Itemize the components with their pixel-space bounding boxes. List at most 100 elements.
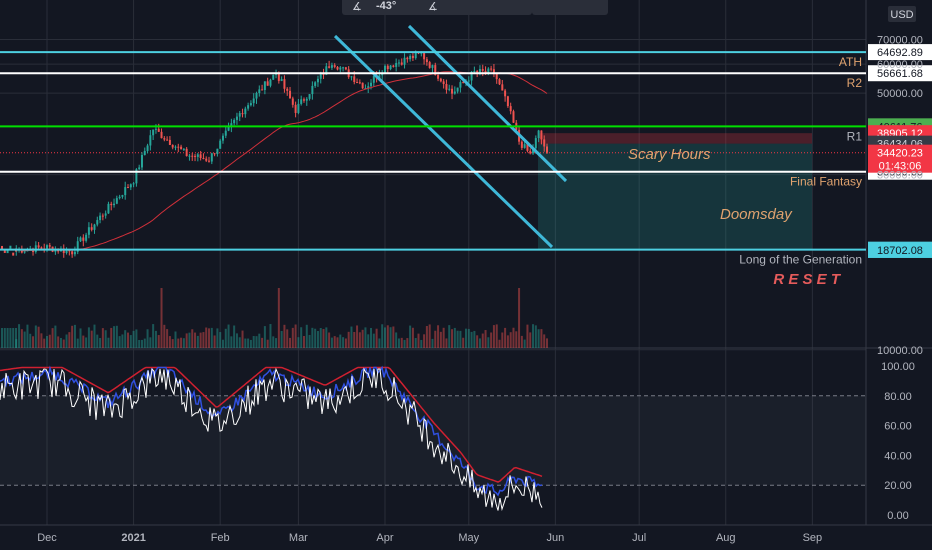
- volume-bar: [445, 338, 448, 348]
- candle-body: [512, 111, 515, 123]
- candle-body: [37, 245, 40, 248]
- volume-bar: [244, 338, 247, 348]
- candle-body: [48, 245, 51, 247]
- volume-bar: [325, 327, 328, 348]
- candle-body: [132, 183, 135, 185]
- candle-body: [492, 69, 495, 73]
- volume-bar: [12, 328, 15, 348]
- candle-body: [138, 167, 141, 170]
- candle-body: [93, 224, 96, 230]
- volume-bar: [205, 327, 208, 348]
- candle-body: [459, 82, 462, 88]
- volume-bar: [157, 335, 160, 348]
- candle-body: [434, 65, 437, 76]
- volume-bar: [512, 327, 515, 348]
- volume-bar: [518, 288, 521, 348]
- volume-bar: [277, 288, 280, 348]
- last-price-badge-price: 34420.23: [877, 148, 923, 160]
- candle-body: [194, 155, 197, 157]
- ath-badge: [868, 44, 932, 61]
- rsi-signal-line: [0, 366, 543, 483]
- volume-bar: [476, 335, 479, 348]
- candle-body: [3, 249, 6, 253]
- volume-bar: [135, 329, 138, 348]
- volume-bar: [543, 334, 546, 348]
- candle-body: [411, 55, 414, 59]
- volume-bar: [411, 327, 414, 348]
- candle-body: [255, 93, 258, 99]
- volume-bar: [294, 324, 297, 348]
- candle-body: [356, 82, 359, 84]
- volume-bar: [423, 334, 426, 348]
- candle-body: [68, 250, 71, 252]
- volume-bar: [403, 339, 406, 348]
- candle-body: [414, 52, 417, 59]
- volume-bar: [330, 337, 333, 348]
- volume-bar: [219, 332, 222, 348]
- candle-body: [160, 131, 163, 139]
- candle-body: [261, 89, 264, 91]
- candle-body: [319, 73, 322, 79]
- volume-bar: [230, 336, 233, 348]
- candle-body: [180, 146, 183, 150]
- drawing-info-toolbar-extra[interactable]: [532, 0, 608, 15]
- long-of-the-generation-label: Long of the Generation: [739, 253, 862, 267]
- rsi-pane: 100.00 80.00 60.00 40.00 20.00 0.00: [0, 361, 915, 522]
- candle-body: [451, 88, 454, 94]
- volume-bar: [9, 328, 12, 348]
- ath-price: 64692.89: [877, 47, 923, 59]
- candle-body: [177, 146, 180, 148]
- ma-line: [16, 71, 548, 252]
- rsi-tick-label: 0.00: [887, 510, 908, 522]
- rsi-k-line: [0, 365, 543, 497]
- volume-bar: [467, 328, 470, 348]
- volume-bar: [275, 338, 278, 348]
- volume-bar: [459, 330, 462, 348]
- volume-bar: [82, 335, 85, 348]
- candle-body: [462, 82, 465, 84]
- candle-body: [269, 79, 272, 86]
- volume-bar: [350, 326, 353, 348]
- candle-body: [233, 119, 236, 124]
- candle-body: [230, 123, 233, 127]
- volume-bar: [342, 337, 345, 348]
- time-tick-label: Apr: [376, 532, 393, 544]
- volume-bar: [523, 339, 526, 348]
- volume-bar: [46, 335, 48, 348]
- scary-hours-label: Scary Hours: [628, 146, 711, 163]
- volume-bar: [202, 332, 205, 348]
- volume-bar: [154, 330, 157, 348]
- volume-bar: [389, 327, 392, 348]
- candle-body: [330, 65, 333, 68]
- candle-body: [498, 79, 501, 85]
- volume-bar: [383, 327, 386, 348]
- volume-bar: [99, 338, 102, 348]
- candle-body: [76, 241, 79, 252]
- candle-body: [140, 154, 143, 168]
- volume-bar: [540, 329, 543, 348]
- candle-body: [453, 91, 456, 94]
- candle-body: [9, 245, 12, 249]
- volume-bar: [291, 327, 294, 348]
- price-axis: 64692.8956661.6840611.7630550.6018734.79…: [868, 6, 932, 357]
- volume-bar: [339, 334, 342, 348]
- drawing-info-toolbar[interactable]: ∡ -43° ∡: [342, 0, 532, 15]
- candle-body: [182, 148, 185, 150]
- rsi-tick-label: 100.00: [881, 361, 915, 373]
- volume-bar: [138, 339, 141, 348]
- volume-bar: [163, 324, 166, 348]
- candle-body: [166, 139, 169, 141]
- volume-bar: [434, 330, 437, 348]
- volume-bar: [177, 338, 180, 348]
- volume-bar: [520, 335, 523, 348]
- volume-bar: [194, 332, 197, 348]
- volume-bar: [188, 332, 191, 348]
- volume-bar: [300, 327, 303, 348]
- volume-bar: [414, 338, 417, 348]
- candle-body: [71, 251, 74, 255]
- volume-bar: [68, 332, 71, 348]
- volume-bar: [406, 338, 409, 348]
- volume-bar: [235, 333, 238, 348]
- candle-body: [129, 184, 132, 188]
